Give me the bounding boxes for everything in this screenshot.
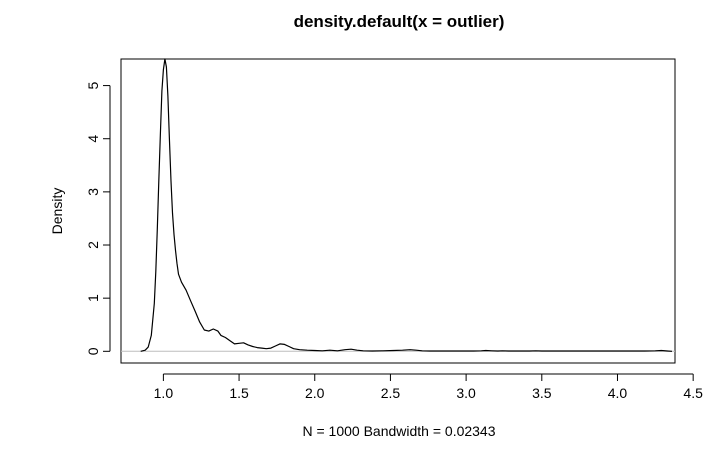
density-curve <box>140 58 673 352</box>
x-tick-label: 4.0 <box>608 385 628 401</box>
y-tick-label: 4 <box>85 135 101 143</box>
x-tick-label: 3.5 <box>532 385 552 401</box>
x-axis-label: N = 1000 Bandwidth = 0.02343 <box>302 423 495 439</box>
chart-title: density.default(x = outlier) <box>294 12 505 31</box>
y-tick-label: 1 <box>85 294 101 302</box>
x-tick-label: 1.0 <box>154 385 174 401</box>
plot-frame <box>120 58 676 364</box>
x-tick-label: 3.0 <box>456 385 476 401</box>
y-axis-label: Density <box>49 188 65 235</box>
x-tick-label: 4.5 <box>683 385 703 401</box>
y-tick-label: 2 <box>85 241 101 249</box>
x-tick-label: 2.5 <box>381 385 401 401</box>
x-tick-label: 2.0 <box>305 385 325 401</box>
x-axis: 1.0 1.5 2.0 2.5 3.0 3.5 4.0 4.5 <box>154 373 703 401</box>
x-tick-label: 1.5 <box>229 385 249 401</box>
y-axis: 0 1 2 3 4 5 <box>85 81 111 355</box>
y-tick-label: 5 <box>85 81 101 89</box>
y-tick-label: 0 <box>85 347 101 355</box>
y-tick-label: 3 <box>85 188 101 196</box>
